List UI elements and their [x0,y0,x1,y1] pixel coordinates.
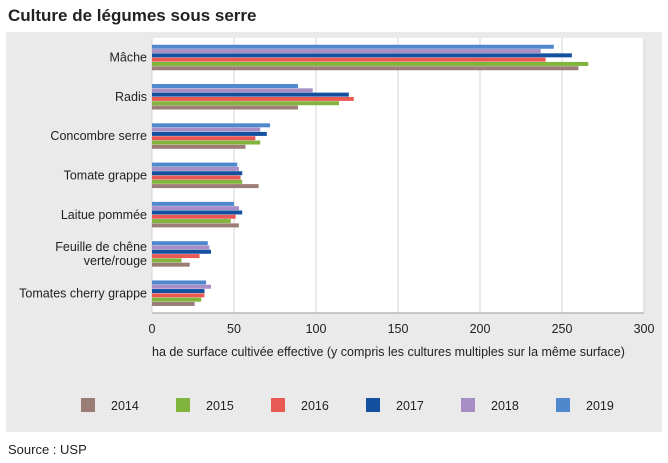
bar-2016-6 [152,293,205,298]
bar-2019-2 [152,123,271,128]
category-label-line: Mâche [109,51,147,65]
category-label: Concombre serre [50,129,147,143]
bar-2019-5 [152,241,208,246]
bar-2015-1 [152,101,339,106]
legend-label-2016: 2016 [301,399,329,413]
bar-2014-4 [152,223,239,228]
bar-2017-1 [152,92,349,97]
chart-title: Culture de légumes sous serre [8,6,257,25]
bar-2019-4 [152,201,234,206]
bar-2014-2 [152,144,246,149]
bar-2014-6 [152,301,195,306]
category-label: Radis [115,90,147,104]
legend-label-2019: 2019 [586,399,614,413]
category-label-line: verte/rouge [84,254,147,268]
category-label: Mâche [109,51,147,65]
bar-2018-0 [152,49,541,54]
bar-2015-4 [152,219,231,224]
bar-2018-1 [152,88,313,93]
x-tick-label: 0 [149,322,156,336]
bar-2019-3 [152,162,238,167]
x-axis-label: ha de surface cultivée effective (y comp… [152,345,625,359]
bar-2015-2 [152,140,261,145]
bar-2015-0 [152,61,589,66]
legend-swatch-2019 [556,398,570,412]
legend-label-2015: 2015 [206,399,234,413]
bar-2016-0 [152,57,546,62]
source-note: Source : USP [8,442,87,457]
bar-2014-0 [152,66,579,71]
x-tick-label: 300 [634,322,655,336]
bar-2017-3 [152,171,243,176]
bar-2016-3 [152,175,241,180]
bar-2018-2 [152,127,261,132]
legend-label-2017: 2017 [396,399,424,413]
category-label-line: Tomate grappe [64,169,147,183]
bar-2016-1 [152,96,354,101]
legend-swatch-2017 [366,398,380,412]
bar-2019-6 [152,280,207,285]
bar-2018-6 [152,284,212,289]
legend-label-2014: 2014 [111,399,139,413]
bar-2016-5 [152,254,200,259]
category-label: Feuille de chêne verte/rouge [55,240,147,268]
x-tick-label: 100 [306,322,327,336]
bar-2014-5 [152,262,190,267]
legend-swatch-2015 [176,398,190,412]
chart-panel: Mâche Radis Concombre serre Tomate grappe La… [6,32,662,432]
bar-2017-5 [152,249,212,254]
category-label-line: Feuille de chêne [55,240,147,254]
x-tick-label: 150 [388,322,409,336]
bar-2018-5 [152,245,210,250]
bar-2015-3 [152,179,243,184]
x-tick-label: 250 [552,322,573,336]
bar-2017-0 [152,53,572,58]
bar-2017-6 [152,289,205,294]
x-tick-label: 50 [227,322,241,336]
category-label-line: Radis [115,90,147,104]
bar-2018-4 [152,206,239,211]
category-label: Tomate grappe [64,169,147,183]
chart-svg: Mâche Radis Concombre serre Tomate grappe La… [19,38,655,413]
legend-swatch-2016 [271,398,285,412]
legend-swatch-2014 [81,398,95,412]
bar-2015-5 [152,258,182,263]
category-label: Tomates cherry grappe [19,286,147,300]
bar-2017-4 [152,210,243,215]
category-label-line: Laitue pommée [61,208,147,222]
bar-2014-1 [152,105,298,110]
bar-2015-6 [152,297,202,302]
bar-2017-2 [152,131,267,136]
category-label-line: Tomates cherry grappe [19,286,147,300]
legend-swatch-2018 [461,398,475,412]
bar-2014-3 [152,184,259,189]
bar-2019-1 [152,84,298,89]
category-label-line: Concombre serre [50,129,147,143]
legend-label-2018: 2018 [491,399,519,413]
bar-2016-4 [152,214,236,219]
bar-2019-0 [152,44,554,49]
bar-2016-2 [152,136,256,141]
category-label: Laitue pommée [61,208,147,222]
bar-2018-3 [152,166,239,171]
x-tick-label: 200 [470,322,491,336]
